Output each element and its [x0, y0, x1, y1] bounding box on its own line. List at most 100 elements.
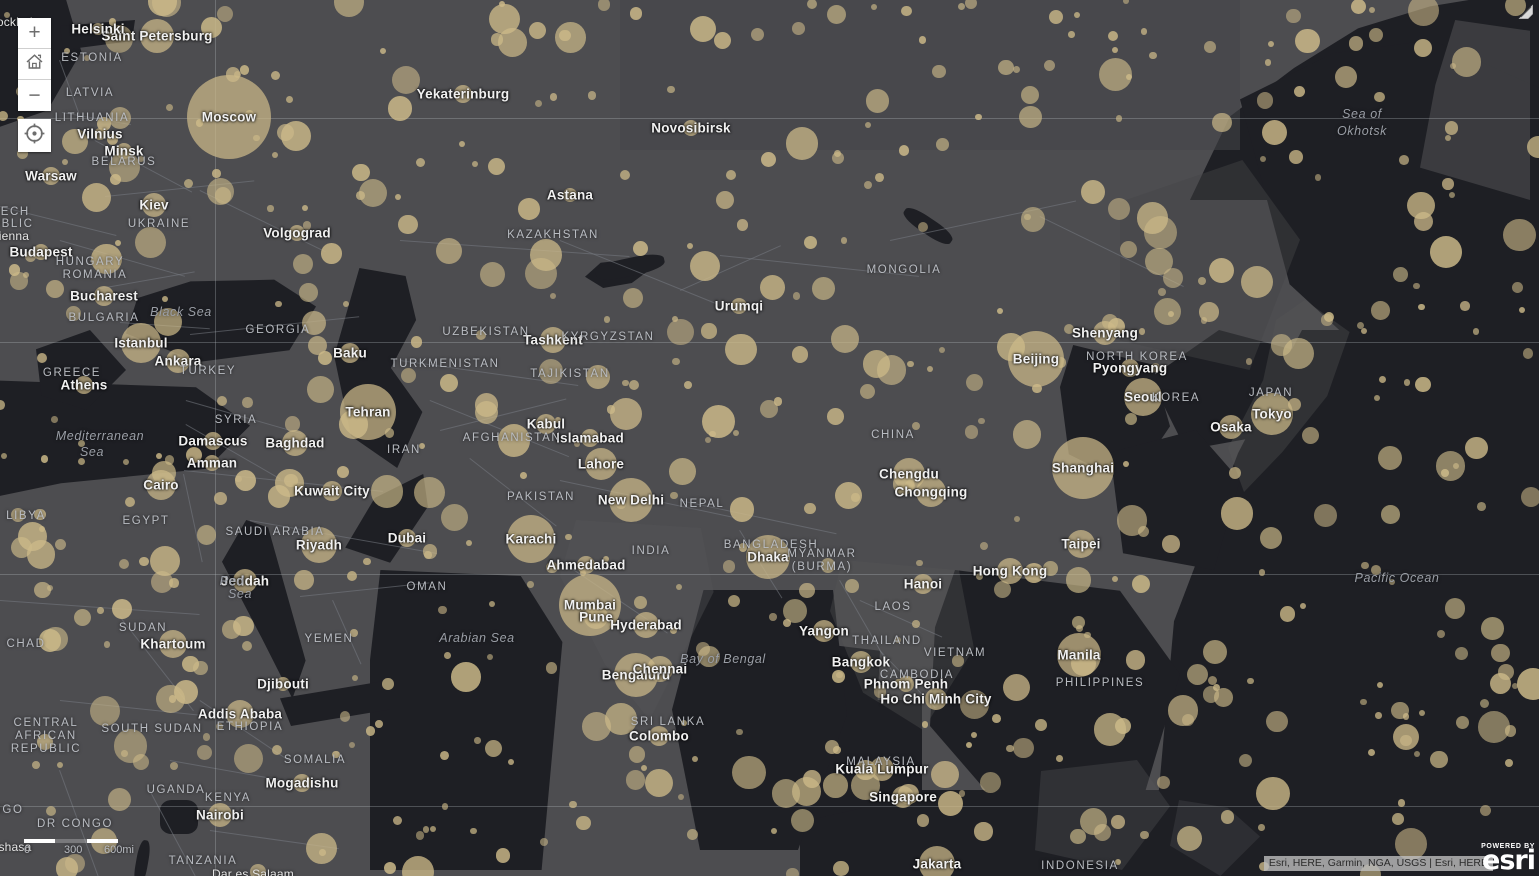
population-symbol [791, 809, 815, 833]
population-symbol [107, 787, 131, 811]
population-symbol[interactable] [204, 455, 220, 471]
population-symbol[interactable] [649, 726, 669, 746]
population-symbol[interactable] [159, 630, 187, 658]
map-navigation-widget[interactable]: + − [18, 18, 51, 152]
population-symbol [1436, 629, 1445, 638]
population-symbol[interactable] [140, 19, 174, 53]
population-symbol [352, 163, 370, 181]
population-symbol [702, 404, 736, 438]
population-symbol [525, 257, 557, 290]
population-symbol[interactable] [540, 327, 566, 353]
population-symbol [644, 669, 651, 676]
population-symbol[interactable] [916, 477, 946, 507]
population-symbol[interactable] [1121, 359, 1139, 377]
population-symbol [725, 333, 757, 366]
population-symbol [732, 756, 766, 790]
population-symbol [108, 107, 132, 130]
population-symbol [441, 803, 449, 810]
population-symbol [1435, 451, 1466, 481]
population-symbol[interactable] [75, 376, 93, 394]
population-symbol [628, 746, 646, 763]
population-symbol[interactable] [647, 656, 673, 682]
population-symbol[interactable] [585, 448, 617, 480]
locate-button[interactable] [18, 119, 51, 152]
population-symbol[interactable] [94, 286, 114, 306]
population-symbol[interactable] [536, 414, 556, 434]
zoom-out-label: − [28, 83, 41, 107]
population-symbol[interactable] [276, 677, 290, 691]
population-symbol[interactable] [92, 23, 104, 35]
population-symbol[interactable] [746, 535, 790, 579]
population-symbol[interactable] [683, 120, 699, 136]
population-symbol[interactable] [282, 430, 308, 456]
population-symbol [1261, 119, 1287, 145]
population-symbol[interactable] [581, 429, 599, 447]
home-button[interactable] [18, 49, 51, 80]
population-symbol [123, 458, 130, 466]
population-symbol [912, 422, 921, 431]
population-symbol[interactable] [507, 515, 555, 563]
population-symbol[interactable] [121, 323, 161, 363]
population-symbol [465, 539, 472, 546]
population-symbol[interactable] [633, 612, 659, 638]
population-symbol[interactable] [166, 349, 190, 373]
population-symbol[interactable] [233, 569, 257, 593]
population-symbol [1300, 602, 1307, 609]
population-symbol[interactable] [187, 75, 271, 159]
population-symbol [630, 7, 643, 20]
population-symbol [422, 826, 430, 833]
population-symbol[interactable] [322, 481, 342, 501]
esri-logo[interactable]: POWERED BY esri [1481, 843, 1536, 874]
population-symbol[interactable] [301, 527, 337, 563]
population-symbol [565, 533, 572, 541]
population-symbol[interactable] [813, 620, 835, 642]
population-symbol[interactable] [563, 188, 577, 202]
population-symbol [1516, 668, 1539, 701]
attribution-text[interactable]: Esri, HERE, Garmin, NGA, USGS | Esri, HE… [1263, 856, 1493, 871]
population-symbol[interactable] [850, 651, 872, 673]
population-symbol[interactable] [913, 574, 933, 594]
population-symbol[interactable] [42, 167, 60, 185]
population-symbol [616, 500, 626, 510]
population-symbol [574, 441, 581, 448]
population-symbol[interactable] [925, 688, 947, 710]
population-symbol[interactable] [142, 193, 166, 217]
population-symbol [1158, 288, 1166, 297]
population-symbol[interactable] [289, 225, 305, 241]
population-symbol[interactable] [398, 529, 416, 547]
population-symbol[interactable] [609, 478, 653, 522]
population-symbol [632, 240, 649, 257]
zoom-in-button[interactable]: + [18, 18, 51, 49]
population-symbol [540, 838, 548, 847]
population-symbol[interactable] [584, 605, 608, 629]
population-symbol[interactable] [1067, 530, 1095, 558]
population-symbol [1526, 135, 1539, 159]
zoom-out-button[interactable]: − [18, 80, 51, 111]
population-symbol [10, 507, 26, 522]
population-symbol[interactable] [293, 774, 311, 792]
population-symbol [832, 860, 849, 876]
expand-icon[interactable] [1518, 4, 1534, 20]
powered-by-label: POWERED BY [1481, 843, 1535, 850]
population-symbol [669, 457, 697, 485]
population-symbol[interactable] [454, 85, 472, 103]
population-symbol[interactable] [33, 244, 49, 260]
population-symbol [214, 187, 232, 204]
population-symbol[interactable] [226, 700, 254, 728]
population-symbol[interactable] [1219, 415, 1243, 439]
population-symbol[interactable] [340, 343, 360, 363]
population-symbol [134, 226, 167, 259]
population-symbol[interactable] [997, 558, 1023, 584]
population-symbol[interactable] [731, 298, 747, 314]
population-symbol[interactable] [208, 803, 232, 827]
population-symbol [751, 28, 765, 42]
population-symbol[interactable] [1052, 437, 1114, 499]
population-symbol[interactable] [919, 846, 955, 876]
population-symbol [823, 773, 848, 798]
population-symbol [622, 379, 629, 387]
population-symbol[interactable] [1124, 378, 1162, 416]
population-symbol [736, 728, 743, 736]
population-symbol [161, 296, 169, 303]
population-symbol[interactable] [204, 432, 222, 450]
